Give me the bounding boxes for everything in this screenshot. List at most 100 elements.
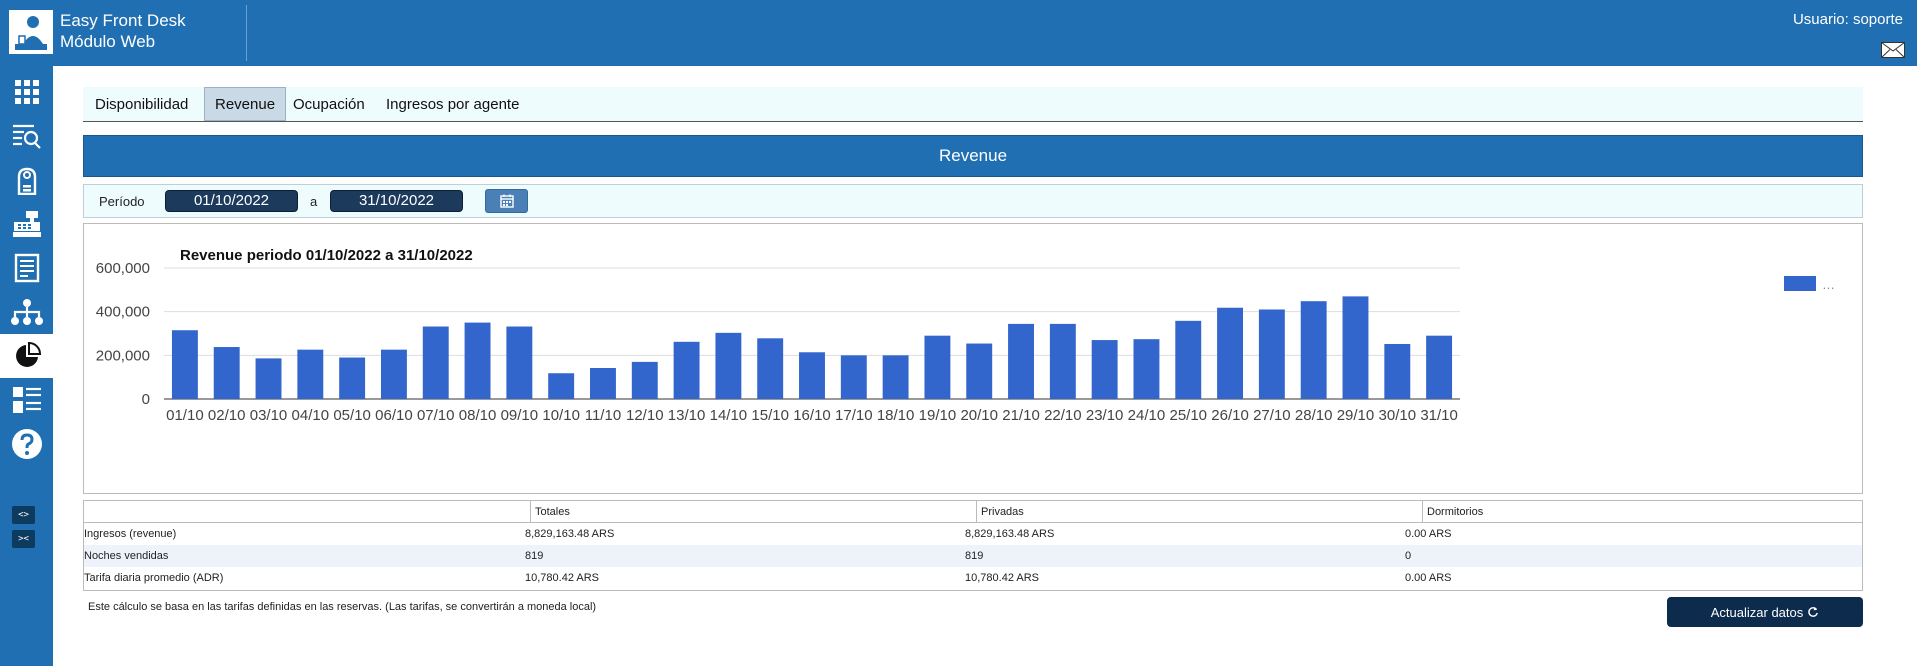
revenue-chart-panel: Revenue periodo 01/10/2022 a 31/10/2022 … bbox=[83, 223, 1863, 494]
chart-bar[interactable] bbox=[548, 373, 575, 399]
chart-bar[interactable] bbox=[757, 338, 784, 399]
chart-bar[interactable] bbox=[1342, 296, 1369, 399]
x-tick-label: 18/10 bbox=[877, 407, 915, 424]
table-row: Tarifa diaria promedio (ADR) 10,780.42 A… bbox=[84, 567, 1862, 589]
chart-bar[interactable] bbox=[1049, 323, 1076, 399]
list-icon bbox=[12, 387, 41, 413]
legend-label[interactable]: … bbox=[1822, 277, 1835, 292]
sidebar-item-lists[interactable] bbox=[0, 378, 53, 422]
chart-bar[interactable] bbox=[1300, 301, 1327, 399]
sidebar-item-dashboard[interactable] bbox=[0, 70, 53, 114]
chart-bar[interactable] bbox=[213, 347, 240, 399]
x-tick-label: 11/10 bbox=[585, 407, 621, 424]
chart-bar[interactable] bbox=[1091, 340, 1118, 399]
chart-bar[interactable] bbox=[673, 341, 700, 399]
x-tick-label: 31/10 bbox=[1420, 407, 1458, 424]
revenue-summary-table: Totales Privadas Dormitorios Ingresos (r… bbox=[83, 500, 1863, 591]
x-tick-label: 14/10 bbox=[710, 407, 748, 424]
x-tick-label: 21/10 bbox=[1002, 407, 1040, 424]
section-title: Revenue bbox=[83, 135, 1863, 177]
app-subtitle: Módulo Web bbox=[60, 32, 156, 51]
table-header-dormitorios: Dormitorios bbox=[1422, 501, 1483, 523]
chart-bar[interactable] bbox=[590, 367, 616, 399]
tab-revenue[interactable]: Revenue bbox=[204, 87, 287, 121]
chart-bar[interactable] bbox=[1384, 343, 1411, 399]
app-logo[interactable] bbox=[9, 10, 53, 54]
table-row: Ingresos (revenue) 8,829,163.48 ARS 8,82… bbox=[84, 523, 1862, 545]
chart-bar[interactable] bbox=[464, 322, 491, 399]
help-icon bbox=[11, 429, 42, 459]
chart-bar[interactable] bbox=[506, 326, 533, 399]
tab-bar: Disponibilidad Revenue Ocupación Ingreso… bbox=[83, 87, 1863, 122]
cell-totales: 819 bbox=[525, 550, 544, 562]
period-label: Período bbox=[99, 194, 145, 209]
sidebar-item-help[interactable] bbox=[0, 422, 53, 466]
tab-ocupacion[interactable]: Ocupación bbox=[293, 95, 365, 113]
x-tick-label: 20/10 bbox=[960, 407, 998, 424]
x-tick-label: 15/10 bbox=[751, 407, 789, 424]
search-list-icon bbox=[12, 124, 41, 149]
sidebar-item-cashier[interactable] bbox=[0, 202, 53, 246]
mail-icon[interactable] bbox=[1881, 42, 1905, 58]
chart-bar[interactable] bbox=[715, 332, 742, 399]
sidebar-item-statistics[interactable] bbox=[0, 334, 53, 378]
sidebar-expand-button[interactable]: <> bbox=[12, 506, 35, 524]
chart-bar[interactable] bbox=[1133, 339, 1160, 399]
sidebar-item-reports[interactable] bbox=[0, 246, 53, 290]
x-tick-label: 28/10 bbox=[1295, 407, 1333, 424]
chart-bar[interactable] bbox=[1258, 309, 1285, 399]
date-from-input[interactable]: 01/10/2022 bbox=[165, 190, 298, 212]
chart-bar[interactable] bbox=[1426, 335, 1453, 399]
x-tick-label: 06/10 bbox=[375, 407, 413, 424]
cell-privadas: 819 bbox=[965, 550, 984, 562]
sidebar-item-rooms[interactable] bbox=[0, 158, 53, 202]
refresh-icon bbox=[1808, 607, 1819, 617]
chart-bar[interactable] bbox=[882, 355, 909, 399]
x-tick-label: 04/10 bbox=[292, 407, 330, 424]
x-tick-label: 03/10 bbox=[250, 407, 288, 424]
row-label: Ingresos (revenue) bbox=[84, 528, 177, 540]
tab-ingresos-por-agente[interactable]: Ingresos por agente bbox=[386, 95, 520, 113]
user-label: Usuario: soporte bbox=[1792, 11, 1903, 28]
cell-totales: 10,780.42 ARS bbox=[525, 572, 600, 584]
x-tick-label: 16/10 bbox=[793, 407, 831, 424]
chart-bar[interactable] bbox=[966, 343, 993, 399]
chart-bar[interactable] bbox=[1008, 323, 1034, 399]
refresh-label: Actualizar datos bbox=[1710, 604, 1804, 620]
x-tick-label: 22/10 bbox=[1044, 407, 1082, 424]
table-header-row: Totales Privadas Dormitorios bbox=[84, 501, 1862, 523]
chart-bar[interactable] bbox=[840, 355, 867, 399]
table-header-privadas: Privadas bbox=[976, 501, 1024, 523]
chart-bar[interactable] bbox=[631, 361, 658, 399]
calendar-button[interactable] bbox=[485, 189, 528, 213]
cell-dormitorios: 0 bbox=[1405, 550, 1412, 562]
chart-bar[interactable] bbox=[1175, 320, 1202, 399]
app-name: Easy Front Desk bbox=[60, 11, 186, 30]
legend-swatch[interactable] bbox=[1784, 276, 1816, 291]
x-tick-label: 30/10 bbox=[1379, 407, 1417, 424]
chart-bar[interactable] bbox=[171, 330, 198, 399]
chart-bar[interactable] bbox=[924, 335, 951, 399]
date-to-input[interactable]: 31/10/2022 bbox=[330, 190, 463, 212]
sidebar-item-search[interactable] bbox=[0, 114, 53, 158]
x-tick-label: 13/10 bbox=[668, 407, 706, 424]
row-label: Noches vendidas bbox=[84, 550, 169, 562]
tab-disponibilidad[interactable]: Disponibilidad bbox=[95, 95, 189, 113]
table-row: Noches vendidas 819 819 0 bbox=[84, 545, 1862, 567]
app-brand: Easy Front Desk Módulo Web bbox=[60, 10, 186, 52]
chart-bar[interactable] bbox=[799, 352, 825, 399]
x-tick-label: 10/10 bbox=[542, 407, 580, 424]
sidebar-item-structure[interactable] bbox=[0, 290, 53, 334]
chart-bar[interactable] bbox=[297, 349, 324, 399]
cell-dormitorios: 0.00 ARS bbox=[1405, 528, 1452, 540]
chart-bar[interactable] bbox=[1217, 307, 1244, 399]
chart-bar[interactable] bbox=[255, 358, 282, 399]
chart-bar[interactable] bbox=[422, 326, 449, 399]
chart-bar[interactable] bbox=[339, 357, 366, 399]
sidebar-collapse-button[interactable]: >< bbox=[12, 530, 35, 548]
revenue-chart: Revenue periodo 01/10/2022 a 31/10/2022 … bbox=[96, 247, 1835, 424]
header-divider bbox=[246, 5, 247, 61]
refresh-data-button[interactable]: Actualizar datos bbox=[1667, 597, 1863, 627]
chart-bar[interactable] bbox=[380, 349, 407, 399]
x-tick-label: 29/10 bbox=[1337, 407, 1375, 424]
